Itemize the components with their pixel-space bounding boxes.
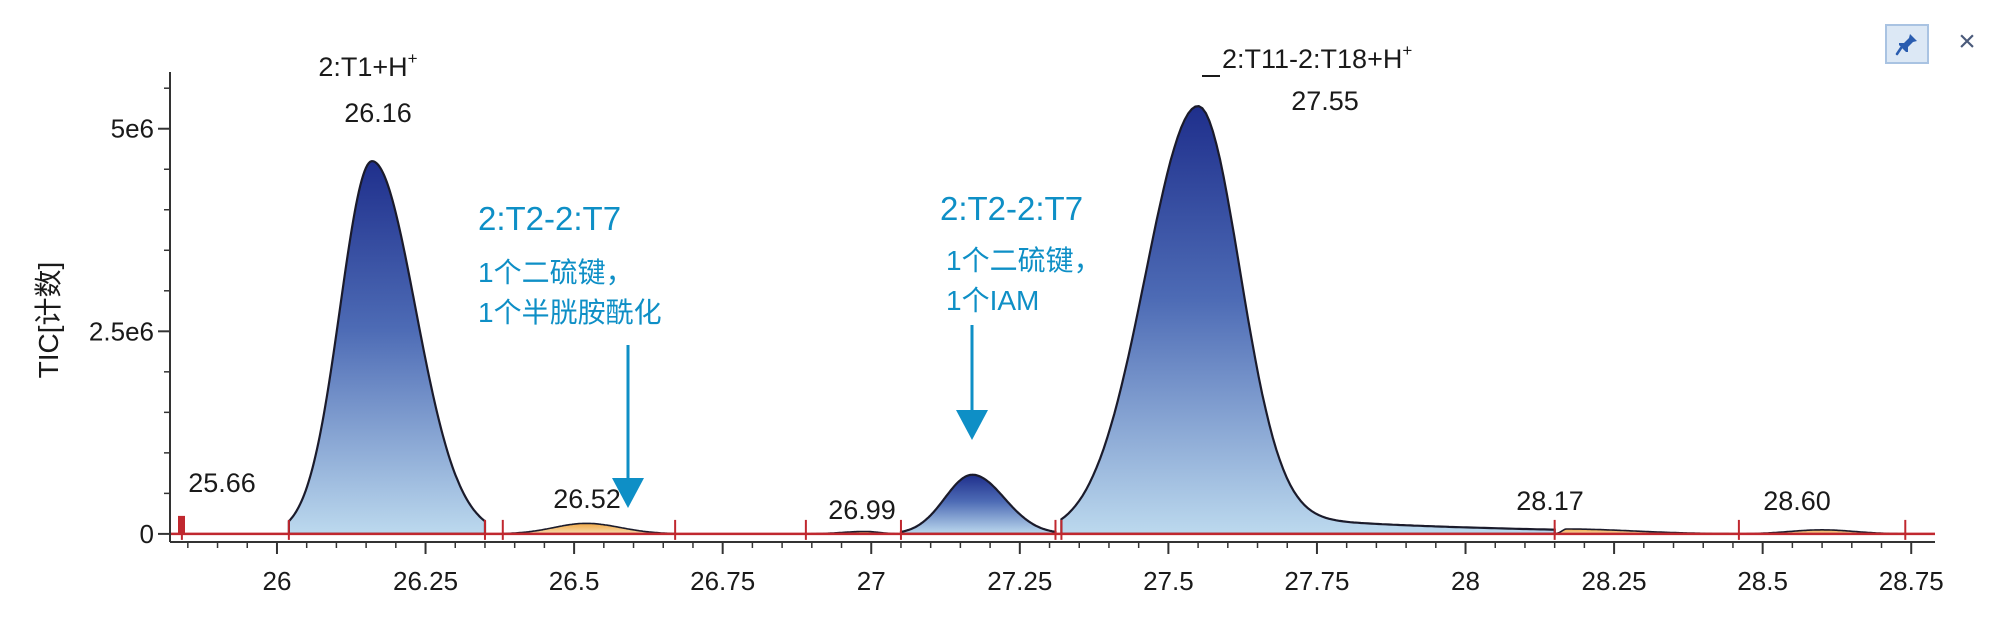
x-tick-label-10: 28.5: [1737, 566, 1788, 596]
annotation-line-1-0: 1个二硫键，: [946, 245, 1102, 276]
y-tick-label-1: 2.5e6: [89, 316, 154, 346]
y-axis-label: TIC[计数]: [33, 262, 64, 379]
annotation-arrow-head-0: [612, 478, 644, 508]
peak-rt-label-4: 27.55: [1291, 86, 1359, 116]
x-tick-label-0: 26: [263, 566, 292, 596]
close-button[interactable]: ×: [1958, 25, 1976, 58]
baseline-layer: [170, 515, 1935, 540]
x-tick-label-3: 26.75: [690, 566, 755, 596]
pin-icon: [1895, 34, 1917, 56]
peak-rt-label-6: 28.60: [1763, 486, 1831, 516]
annotation-title-0: 2:T2-2:T7: [478, 200, 621, 237]
peak-2: [502, 522, 676, 535]
peak-rt-label-3: 26.99: [828, 495, 896, 525]
peak-5: [1060, 104, 1556, 535]
annotation-line-1-1: 1个IAM: [946, 285, 1039, 316]
peak-rt-label-0: 25.66: [188, 468, 256, 498]
x-tick-label-5: 27.25: [987, 566, 1052, 596]
peak-rt-label-2: 26.52: [553, 484, 621, 514]
x-tick-label-6: 27.5: [1143, 566, 1194, 596]
peak-rt-label-5: 28.17: [1516, 486, 1584, 516]
annotations: 2:T2-2:T7 1个二硫键， 1个半胱胺酰化 2:T2-2:T7 1个二硫键， 1个I…: [478, 190, 1102, 508]
annotation-arrow-head-1: [956, 410, 988, 440]
peak-rt-label-1: 26.16: [344, 98, 412, 128]
x-tick-label-7: 27.75: [1284, 566, 1349, 596]
y-tick-label-2: 5e6: [111, 114, 154, 144]
x-tick-label-1: 26.25: [393, 566, 458, 596]
peak-name-label-4: 2:T11-2:T18+H+: [1222, 41, 1412, 74]
x-tick-label-4: 27: [857, 566, 886, 596]
x-tick-label-11: 28.75: [1879, 566, 1944, 596]
peak-1: [287, 160, 487, 535]
peaks-layer: [181, 104, 1907, 535]
x-ticks: 26 26.25 26.5 26.75 27 27.25 27.5 27.75 28 28.25 2…: [187, 542, 1944, 596]
annotation-title-1: 2:T2-2:T7: [940, 190, 1083, 227]
annotation-line-0-1: 1个半胱胺酰化: [478, 297, 662, 328]
peak-name-charge: +: [1402, 41, 1412, 60]
x-tick-label-9: 28.25: [1582, 566, 1647, 596]
annotation-line-0-0: 1个二硫键，: [478, 257, 634, 288]
x-tick-label-8: 28: [1451, 566, 1480, 596]
pin-button[interactable]: [1885, 24, 1929, 64]
start-marker: [178, 515, 185, 534]
peak-name-label-1: 2:T1+H+: [318, 49, 417, 82]
peak-name-text: 2:T1+H: [318, 52, 407, 82]
x-tick-label-2: 26.5: [549, 566, 600, 596]
y-tick-label-0: 0: [140, 519, 154, 549]
y-ticks: 0 2.5e6 5e6: [89, 87, 170, 549]
peak-name-charge: +: [408, 49, 418, 68]
peak-name-text: 2:T11-2:T18+H: [1222, 44, 1402, 74]
peak-4: [899, 473, 1057, 535]
